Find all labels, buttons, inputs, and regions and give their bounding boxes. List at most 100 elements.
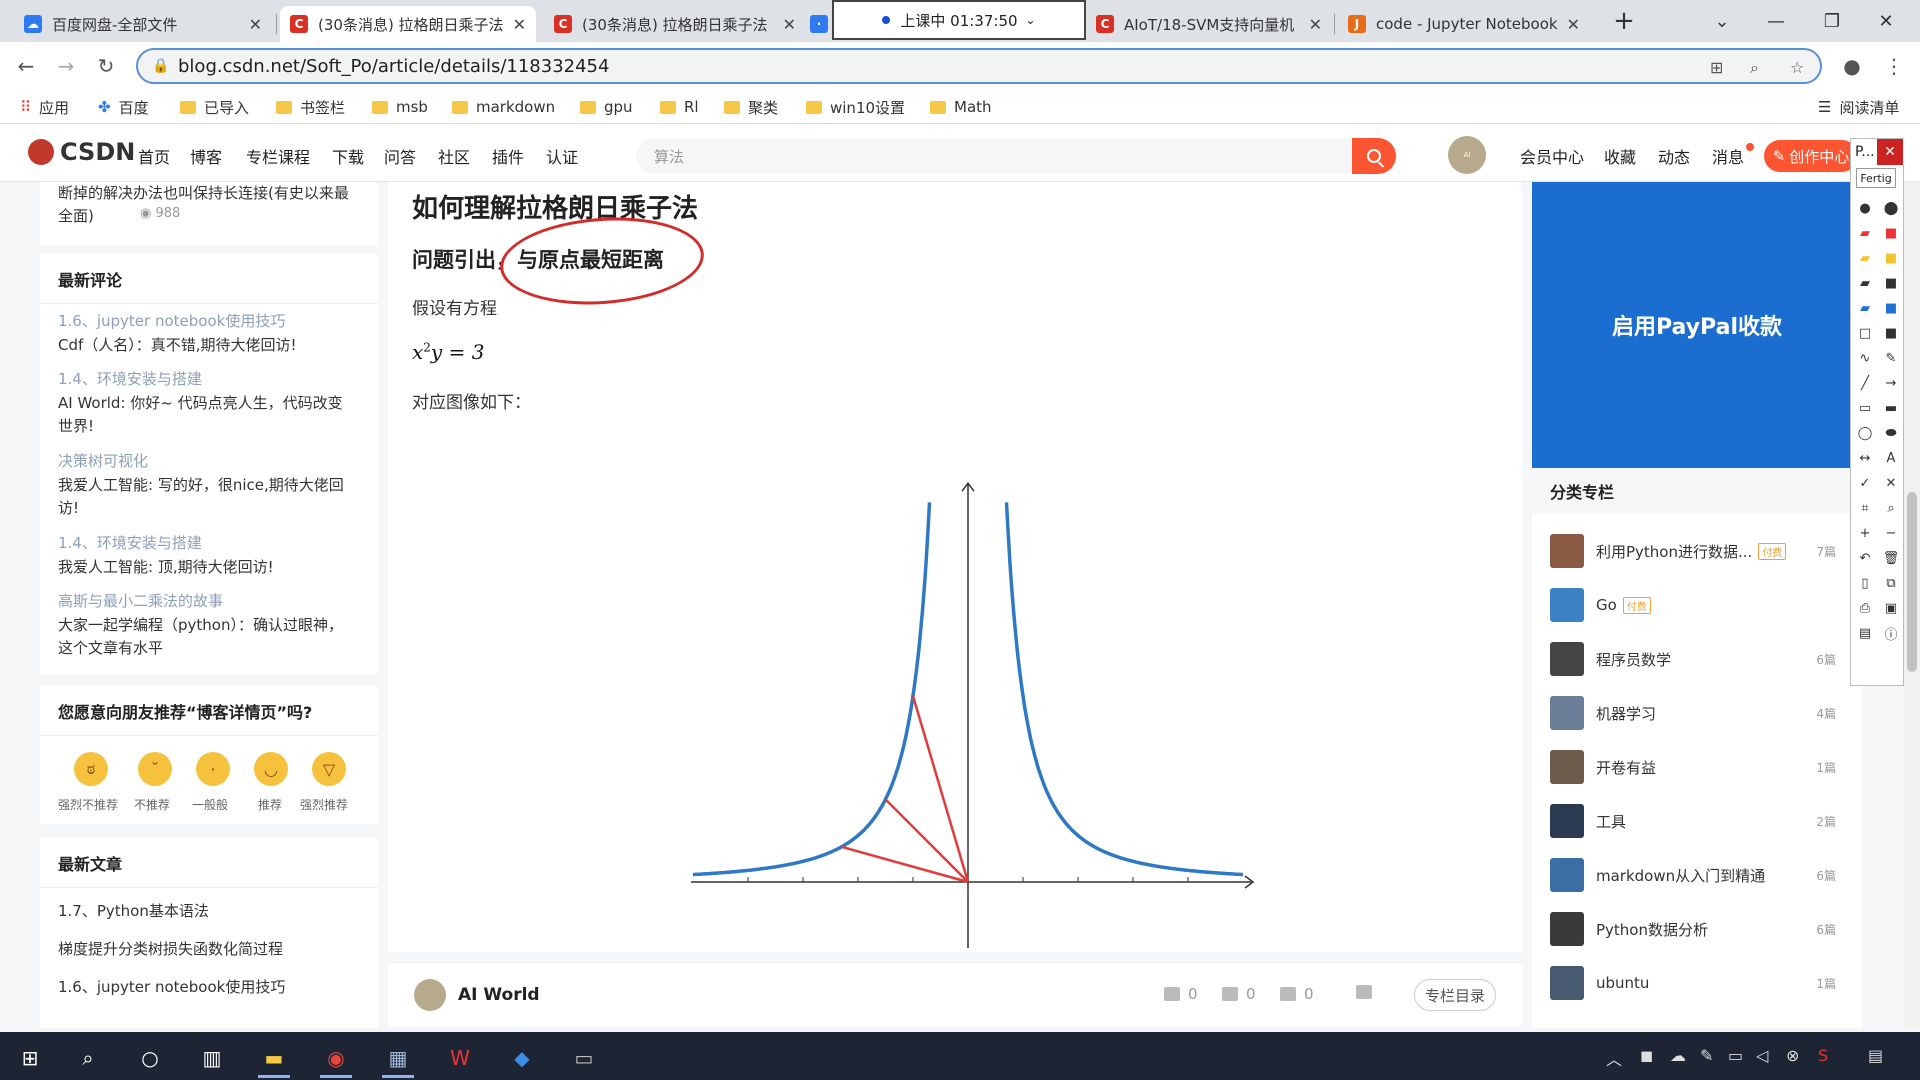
bookmark-clustering[interactable]: 聚类 [724,96,778,118]
tab-jupyter[interactable]: J code - Jupyter Notebook ✕ [1338,6,1590,42]
smile-face-icon[interactable]: ◡ [254,752,288,786]
back-button[interactable]: ← [17,54,35,78]
column-item[interactable]: ubuntu 1篇 [1550,964,1862,1002]
color-blue-icon[interactable]: ■ [1884,300,1898,316]
scrollbar-thumb[interactable] [1907,492,1917,672]
copy-icon[interactable]: ⧉ [1886,575,1896,591]
media-player-icon[interactable]: ◆ [514,1046,530,1070]
nav-qa[interactable]: 问答 [384,148,417,167]
nav-activity[interactable]: 动态 [1658,148,1691,167]
network-icon[interactable]: ▭ [1728,1046,1744,1065]
pen-tray-icon[interactable]: ✎ [1700,1046,1714,1065]
plus-icon[interactable]: + [1859,525,1871,541]
arrow-icon[interactable]: → [1885,375,1897,391]
author-avatar[interactable] [414,979,446,1011]
like-button[interactable]: 0 [1164,985,1198,1003]
paint-app-icon[interactable]: ▦ [374,1038,422,1078]
double-arrow-icon[interactable]: ↔ [1859,450,1871,466]
tab-baidu-pan[interactable]: ☁ 百度网盘-全部文件 ✕ [14,6,272,42]
highlighter-blue-icon[interactable]: ▰ [1860,300,1870,316]
bookmark-imported[interactable]: 已导入 [180,96,249,118]
close-tab-icon[interactable]: ✕ [1566,14,1580,34]
tray-app-icon[interactable]: ◼ [1640,1046,1654,1065]
reading-list[interactable]: ☰ 阅读清单 [1818,96,1899,118]
terminal-icon[interactable]: ▭ [574,1046,594,1070]
undo-icon[interactable]: ↶ [1859,550,1871,566]
hot-article-snippet[interactable]: 断掉的解决办法也叫保持长连接(有史以来最全面) ◉ 988 [40,182,378,246]
color-black-icon[interactable]: ■ [1884,275,1898,291]
bookmark-apps[interactable]: ⠿ 应用 [20,96,69,118]
column-item[interactable]: 程序员数学 6篇 [1550,640,1862,678]
close-tab-icon[interactable]: ✕ [782,14,796,34]
task-view-icon[interactable]: ▥ [202,1046,222,1070]
create-button[interactable]: ✎ 创作中心 [1764,140,1858,172]
save-icon[interactable]: ▣ [1884,600,1898,616]
print-icon[interactable]: ⎙ [1859,600,1871,616]
filled-ellipse-icon[interactable]: ⬬ [1885,425,1897,441]
page-scrollbar[interactable] [1904,182,1920,1028]
nav-download[interactable]: 下载 [332,148,365,167]
recent-article-link[interactable]: 梯度提升分类树损失函数化简过程 [58,940,284,958]
laugh-face-icon[interactable]: ▽ [312,752,346,786]
windows-start-icon[interactable]: ⊞ [21,1046,39,1070]
bookmark-win10[interactable]: win10设置 [806,96,905,118]
nav-vip[interactable]: 会员中心 [1520,148,1585,167]
bookmark-msb[interactable]: msb [372,96,428,118]
search-icon[interactable]: ⌕ [82,1046,94,1070]
column-item[interactable]: 利用Python进行数据... 付费 7篇 [1550,532,1862,570]
search-input[interactable]: 算法 [636,138,1352,174]
comment-button[interactable]: 0 [1222,985,1256,1003]
nav-community[interactable]: 社区 [438,148,471,167]
bookmark-baidu[interactable]: ✤ 百度 [98,96,149,118]
nav-certification[interactable]: 认证 [546,148,579,167]
column-toc-button[interactable]: 专栏目录 [1414,979,1496,1011]
column-item[interactable]: Python数据分析 6篇 [1550,910,1862,948]
nav-plugins[interactable]: 插件 [492,148,525,167]
column-item[interactable]: markdown从入门到精通 6篇 [1550,856,1862,894]
neutral-face-icon[interactable]: · [196,752,230,786]
comment-article-link[interactable]: 1.4、环境安装与搭建 [58,534,202,552]
reload-button[interactable]: ↻ [97,54,115,78]
tray-close-icon[interactable]: ⊗ [1786,1046,1800,1065]
close-window-button[interactable]: ✕ [1878,10,1894,32]
tab-aiot-svm[interactable]: C AIoT/18-SVM支持向量机 ✕ [1086,6,1332,42]
column-item[interactable]: Go 付费 [1550,586,1862,624]
line-icon[interactable]: ╱ [1861,375,1869,391]
class-timer-widget[interactable]: 上课中 01:37:50 ⌄ [832,0,1086,40]
column-item[interactable]: 机器学习 4篇 [1550,694,1862,732]
dot-xlarge-icon[interactable]: ⬤ [1883,200,1899,216]
volume-icon[interactable]: ◁ [1756,1046,1769,1065]
tab-lagrange-2[interactable]: C (30条消息) 拉格朗日乘子法 ✕ [544,6,806,42]
minus-icon[interactable]: − [1885,525,1897,541]
cortana-icon[interactable]: ○ [141,1046,159,1070]
filled-rect-icon[interactable]: ▬ [1884,400,1898,416]
color-darkgray-icon[interactable]: ■ [1884,325,1898,341]
translate-icon[interactable]: ⊞ [1710,58,1724,77]
maximize-button[interactable]: ❐ [1823,10,1841,32]
color-red-icon[interactable]: ■ [1884,225,1898,241]
tab-lagrange-1[interactable]: C (30条消息) 拉格朗日乘子法 ✕ [280,6,536,42]
column-item[interactable]: 开卷有益 1篇 [1550,748,1862,786]
close-tab-icon[interactable]: ✕ [248,14,262,34]
recent-article-link[interactable]: 1.7、Python基本语法 [58,902,209,920]
check-icon[interactable]: ✓ [1859,475,1871,491]
tab-baidu-partial[interactable]: · [810,6,832,42]
author-name[interactable]: AI World [458,985,540,1005]
favorite-button[interactable]: 0 [1280,985,1314,1003]
nav-messages[interactable]: 消息 [1712,148,1745,167]
tab-search-icon[interactable]: ⌄ [1714,10,1730,32]
nav-favorites[interactable]: 收藏 [1604,148,1637,167]
menu-icon[interactable]: ⋮ [1884,54,1904,78]
crop-icon[interactable]: ⌗ [1861,500,1869,516]
wps-icon[interactable]: W [450,1046,470,1070]
bookmark-star-icon[interactable]: ☆ [1790,58,1805,77]
color-white-icon[interactable]: □ [1858,325,1872,341]
forward-button[interactable]: → [57,54,75,78]
screen-icon[interactable]: ▤ [1858,625,1872,641]
minimize-button[interactable]: — [1767,10,1785,32]
bookmark-rl[interactable]: Rl [660,96,699,118]
dot-large-icon[interactable]: ● [1859,200,1871,216]
close-tab-icon[interactable]: ✕ [1308,14,1322,34]
chrome-icon[interactable]: ◉ [312,1038,360,1078]
highlighter-gray-icon[interactable]: ▰ [1860,275,1870,291]
